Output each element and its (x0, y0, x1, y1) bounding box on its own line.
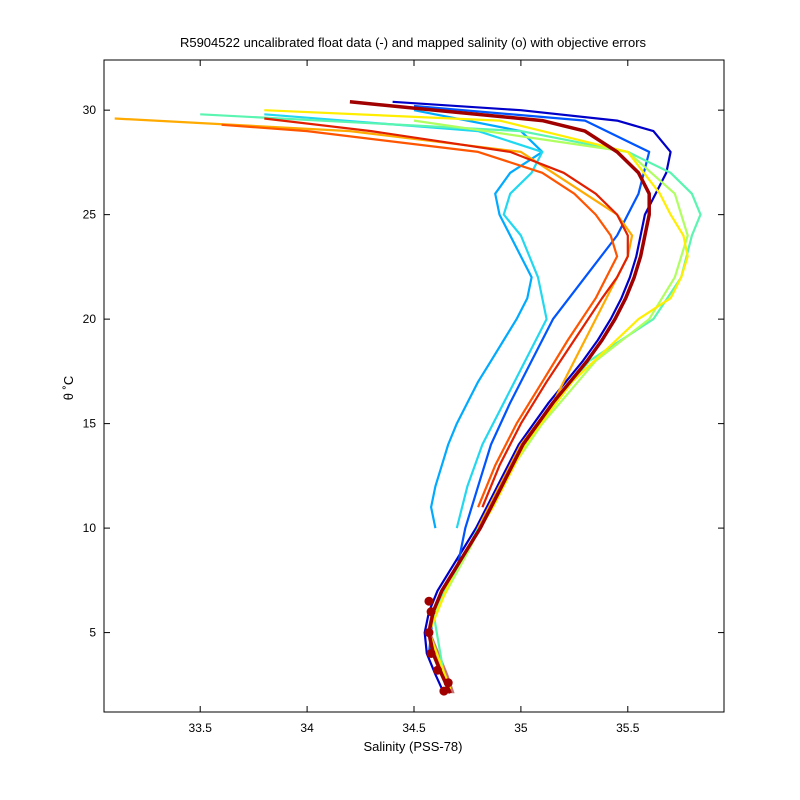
y-tick-label: 5 (89, 626, 96, 640)
profile-line (200, 113, 702, 675)
y-tick-label: 15 (83, 417, 97, 431)
profile-line (264, 117, 629, 508)
mapped-salinity-point (426, 607, 436, 617)
mapped-salinity-point (433, 665, 443, 675)
x-tick-label: 34.5 (402, 721, 426, 735)
mapped-salinity-point (424, 596, 434, 606)
y-tick-label: 30 (83, 103, 97, 117)
chart-title: R5904522 uncalibrated float data (-) and… (180, 35, 647, 50)
y-tick-label: 20 (83, 312, 97, 326)
y-tick-label: 25 (83, 208, 97, 222)
profile-line (264, 109, 689, 690)
profile-line (413, 104, 651, 654)
mapped-salinity-point (426, 648, 436, 658)
profile-line (349, 100, 651, 694)
profile-line (221, 123, 619, 508)
series-group (114, 100, 702, 694)
mapped-salinity-point (439, 686, 449, 696)
y-tick-label: 10 (83, 521, 97, 535)
y-axis: 5 10 15 20 25 30 (83, 103, 724, 640)
profile-line (413, 109, 544, 529)
x-axis-label: Salinity (PSS-78) (364, 739, 463, 754)
y-axis-label: θ ˚C (61, 376, 76, 401)
x-axis: 33.5 34 34.5 35 35.5 (189, 60, 640, 735)
x-tick-label: 33.5 (189, 721, 213, 735)
x-tick-label: 35 (514, 721, 528, 735)
profile-line (264, 113, 548, 529)
x-tick-label: 35.5 (616, 721, 640, 735)
mapped-salinity-point (443, 678, 453, 688)
mapped-salinity-point (424, 628, 434, 638)
x-tick-label: 34 (300, 721, 314, 735)
profile-line (392, 100, 672, 694)
mapped-points-group (424, 596, 453, 696)
